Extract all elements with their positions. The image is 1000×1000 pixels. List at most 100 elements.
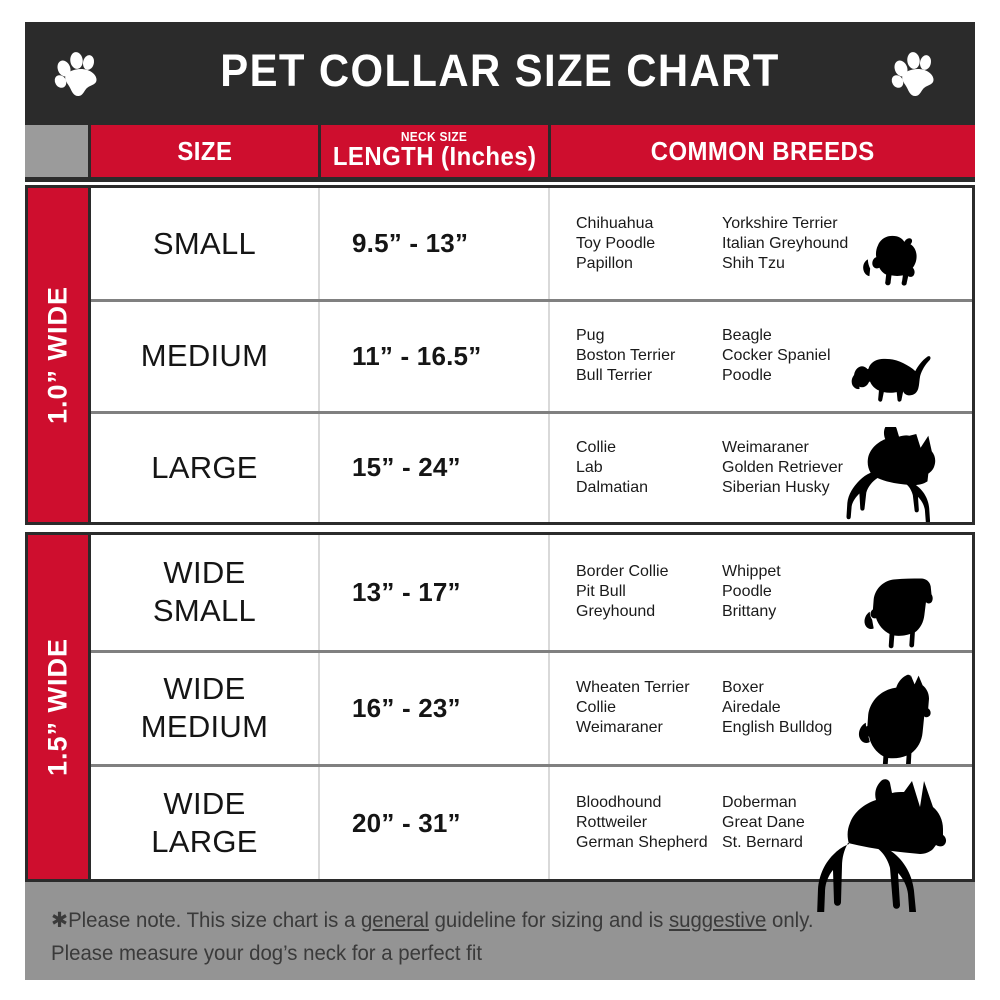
column-header-size: SIZE <box>91 125 318 177</box>
column-divider <box>318 188 320 300</box>
cell-breeds: Chihuahua Toy Poodle Papillon Yorkshire … <box>550 188 972 299</box>
cell-length: 16” - 23” <box>352 692 461 723</box>
breed-name: St. Bernard <box>722 834 803 852</box>
breed-name: Pit Bull <box>576 583 626 601</box>
breed-name: Papillon <box>576 254 633 272</box>
breed-name: Siberian Husky <box>722 478 830 496</box>
breed-name: Greyhound <box>576 603 656 621</box>
breed-name: Doberman <box>722 794 797 812</box>
table-column-header-row: SIZE NECK SIZE LENGTH (Inches) COMMON BR… <box>25 120 975 182</box>
column-divider <box>548 652 550 765</box>
breed-name: Yorkshire Terrier <box>722 214 838 232</box>
breeds-column-2: Weimaraner Golden Retriever Siberian Hus… <box>722 438 868 498</box>
breeds-column-1: Wheaten Terrier Collie Weimaraner <box>576 678 722 738</box>
breed-name: Weimaraner <box>576 719 663 737</box>
breed-name: Poodle <box>722 367 772 385</box>
footer-line-2: Please measure your dog’s neck for a per… <box>51 942 483 965</box>
column-divider <box>318 767 320 879</box>
paw-print-icon <box>50 48 106 98</box>
breed-name: Beagle <box>722 327 772 345</box>
footer-text: ✱Please note. This size chart is a <box>51 909 361 932</box>
breed-name: Dalmatian <box>576 478 649 496</box>
cell-size-label: LARGE <box>151 449 258 485</box>
breed-name: Bloodhound <box>576 794 662 812</box>
column-header-neck-size-label: NECK SIZE <box>401 129 468 144</box>
cell-breeds: Border Collie Pit Bull Greyhound Whippet… <box>550 535 972 650</box>
breeds-column-2: Yorkshire Terrier Italian Greyhound Shih… <box>722 214 868 274</box>
column-divider <box>318 413 320 522</box>
paw-print-icon <box>887 48 943 98</box>
breed-name: Rottweiler <box>576 814 648 832</box>
breed-name: Boston Terrier <box>576 347 676 365</box>
breed-name: Airedale <box>722 699 781 717</box>
corner-cell <box>25 125 88 177</box>
breeds-column-2: Boxer Airedale English Bulldog <box>722 678 868 738</box>
breed-name: Shih Tzu <box>722 254 785 272</box>
footer-line-1: ✱Please note. This size chart is a gener… <box>51 904 922 937</box>
table-row: WIDE MEDIUM 16” - 23” Wheaten Terrier Co… <box>91 649 972 765</box>
breed-name: German Shepherd <box>576 834 708 852</box>
footer-underlined-suggestive: suggestive <box>668 909 767 932</box>
column-divider <box>548 767 550 879</box>
column-divider <box>318 535 320 650</box>
table-row: LARGE 15” - 24” Collie Lab Dalmatian Wei… <box>91 410 972 522</box>
breed-name: Whippet <box>722 563 781 581</box>
cell-length: 11” - 16.5” <box>352 340 482 371</box>
column-header-breeds: COMMON BREEDS <box>551 125 975 177</box>
cell-size-label: WIDE <box>163 786 246 822</box>
column-divider <box>548 413 550 522</box>
cell-size-label: MEDIUM <box>140 709 269 745</box>
table-row: WIDE SMALL 13” - 17” Border Collie Pit B… <box>91 535 972 650</box>
section-label: 1.0” WIDE <box>42 285 73 425</box>
column-divider <box>318 652 320 765</box>
column-header-size-label: SIZE <box>176 135 232 166</box>
breeds-column-1: Collie Lab Dalmatian <box>576 438 722 498</box>
cell-size-label: SMALL <box>152 593 257 629</box>
cell-length: 9.5” - 13” <box>352 228 469 259</box>
pet-collar-size-chart: PET COLLAR SIZE CHART SIZE NECK SIZE LEN… <box>25 22 975 980</box>
column-divider <box>548 188 550 300</box>
cell-size-label: WIDE <box>163 671 246 707</box>
breeds-column-1: Pug Boston Terrier Bull Terrier <box>576 326 722 386</box>
table-row: WIDE LARGE 20” - 31” Bloodhound Rottweil… <box>91 764 972 879</box>
footer-text: guideline for sizing and is <box>428 909 669 932</box>
column-divider <box>548 302 550 411</box>
breeds-column-2: Whippet Poodle Brittany <box>722 562 868 622</box>
breed-name: Collie <box>576 699 617 717</box>
breed-name: Toy Poodle <box>576 234 656 252</box>
breed-name: Italian Greyhound <box>722 234 849 252</box>
column-header-length-label: LENGTH (Inches) <box>332 141 537 171</box>
breed-name: Weimaraner <box>722 438 809 456</box>
breeds-column-2: Beagle Cocker Spaniel Poodle <box>722 326 868 386</box>
column-header-breeds-label: COMMON BREEDS <box>651 135 875 166</box>
breeds-column-1: Bloodhound Rottweiler German Shepherd <box>576 793 722 853</box>
table-row: MEDIUM 11” - 16.5” Pug Boston Terrier Bu… <box>91 299 972 411</box>
breed-name: Collie <box>576 438 617 456</box>
breed-name: Boxer <box>722 679 764 697</box>
section-1-0-wide: 1.0” WIDE SMALL 9.5” - 13” Chihuahua Toy… <box>25 185 975 525</box>
breed-name: Golden Retriever <box>722 458 843 476</box>
column-divider <box>318 302 320 411</box>
breeds-column-1: Chihuahua Toy Poodle Papillon <box>576 214 722 274</box>
breed-name: Border Collie <box>576 563 669 581</box>
breed-name: Great Dane <box>722 814 805 832</box>
breed-name: Cocker Spaniel <box>722 347 831 365</box>
cell-size-label: SMALL <box>152 225 257 261</box>
breed-name: Chihuahua <box>576 214 654 232</box>
cell-size: LARGE <box>91 414 318 522</box>
breeds-column-2: Doberman Great Dane St. Bernard <box>722 793 868 853</box>
section-1-5-wide: 1.5” WIDE WIDE SMALL 13” - 17” Border Co… <box>25 532 975 882</box>
cell-length: 15” - 24” <box>352 452 461 483</box>
breed-name: English Bulldog <box>722 719 833 737</box>
breed-name: Brittany <box>722 603 777 621</box>
cell-size-label: WIDE <box>163 555 246 591</box>
table-row: SMALL 9.5” - 13” Chihuahua Toy Poodle Pa… <box>91 188 972 300</box>
section-label-bar: 1.0” WIDE <box>28 188 88 522</box>
cell-size: WIDE SMALL <box>91 535 318 650</box>
column-divider <box>548 535 550 650</box>
breed-name: Lab <box>576 458 603 476</box>
column-header-length: NECK SIZE LENGTH (Inches) <box>321 125 548 177</box>
breed-name: Wheaten Terrier <box>576 679 690 697</box>
cell-breeds: Bloodhound Rottweiler German Shepherd Do… <box>550 767 972 879</box>
cell-length: 13” - 17” <box>352 576 461 607</box>
